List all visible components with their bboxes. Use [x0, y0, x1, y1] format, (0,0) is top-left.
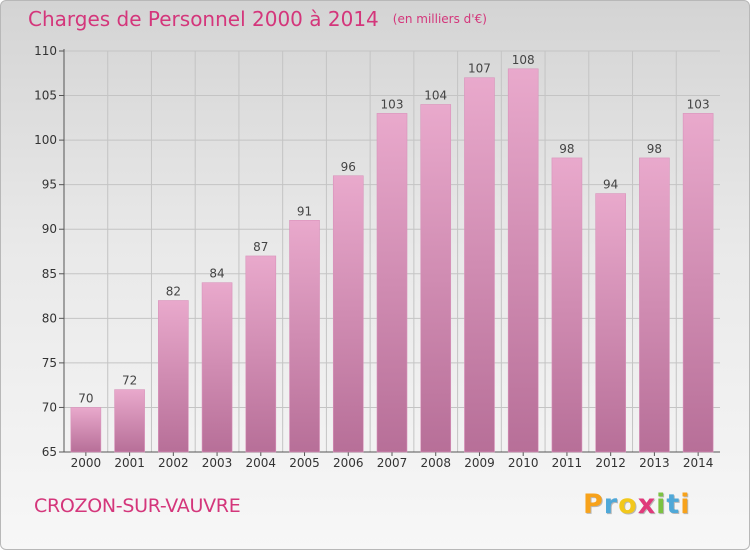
x-tick-label: 2013: [639, 456, 670, 470]
bars: [70, 68, 714, 453]
bar: [289, 220, 320, 453]
data-labels: 70 72 82 84 87 91 96 103 104 107 108 98 94 98 103: [78, 53, 709, 406]
chart-title-text: Charges de Personnel 2000 à 2014: [28, 7, 379, 31]
logo-letter: r: [603, 489, 619, 520]
bar: [595, 193, 626, 453]
logo-letter: P: [583, 489, 604, 520]
logo-letter: i: [680, 489, 691, 520]
data-label: 103: [687, 97, 710, 111]
x-tick-label: 2007: [377, 456, 408, 470]
chart-title: Charges de Personnel 2000 à 2014 (en mill…: [28, 7, 487, 31]
data-label: 72: [122, 374, 137, 388]
y-tick-label: 95: [42, 178, 57, 192]
commune-name: CROZON-SUR-VAUVRE: [34, 495, 241, 517]
bar: [201, 282, 233, 453]
data-label: 84: [209, 267, 224, 281]
bar: [114, 389, 145, 453]
bar: [376, 113, 408, 453]
bar: [70, 407, 102, 453]
data-label: 104: [424, 88, 447, 102]
x-tick-label: 2008: [420, 456, 451, 470]
data-label: 87: [253, 240, 268, 254]
y-tick-label: 110: [34, 44, 57, 58]
data-label: 108: [512, 53, 535, 67]
bar: [639, 157, 670, 453]
y-tick-label: 85: [42, 267, 57, 281]
logo-letter: o: [618, 489, 638, 520]
data-label: 107: [468, 62, 491, 76]
data-label: 98: [647, 142, 662, 156]
y-tick-label: 65: [42, 445, 57, 459]
x-tick-label: 2011: [552, 456, 583, 470]
bar: [682, 113, 714, 453]
x-tick-label: 2014: [683, 456, 714, 470]
data-label: 91: [297, 204, 312, 218]
data-label: 82: [166, 285, 181, 299]
x-tick-label: 2009: [464, 456, 495, 470]
data-label: 94: [603, 178, 618, 192]
y-tick-label: 100: [34, 133, 57, 147]
x-tick-label: 2010: [508, 456, 539, 470]
y-tick-label: 70: [42, 400, 57, 414]
x-tick-label: 2001: [114, 456, 145, 470]
bar: [507, 68, 539, 453]
logo-letter: i: [656, 489, 667, 520]
x-tick-label: 2000: [71, 456, 102, 470]
bar: [245, 255, 277, 453]
x-tick-label: 2005: [289, 456, 320, 470]
x-tick-label: 2006: [333, 456, 364, 470]
x-tick-label: 2012: [595, 456, 626, 470]
bar: [464, 77, 495, 453]
data-label: 96: [341, 160, 356, 174]
data-label: 103: [381, 97, 404, 111]
x-tick-label: 2002: [158, 456, 189, 470]
logo-letter: x: [637, 489, 657, 520]
y-tick-label: 105: [34, 89, 57, 103]
bar: [158, 300, 189, 453]
bar: [551, 157, 583, 453]
bar: [420, 104, 452, 453]
proxiti-logo[interactable]: Proxiti: [583, 489, 691, 520]
y-tick-label: 75: [42, 356, 57, 370]
data-label: 70: [78, 391, 93, 405]
x-tick-label: 2003: [202, 456, 233, 470]
logo-letter: t: [666, 489, 681, 520]
bar: [332, 175, 364, 453]
x-tick-label: 2004: [246, 456, 277, 470]
y-tick-label: 80: [42, 311, 57, 325]
chart-subtitle: (en milliers d'€): [392, 12, 487, 26]
data-label: 98: [559, 142, 574, 156]
y-tick-label: 90: [42, 222, 57, 236]
